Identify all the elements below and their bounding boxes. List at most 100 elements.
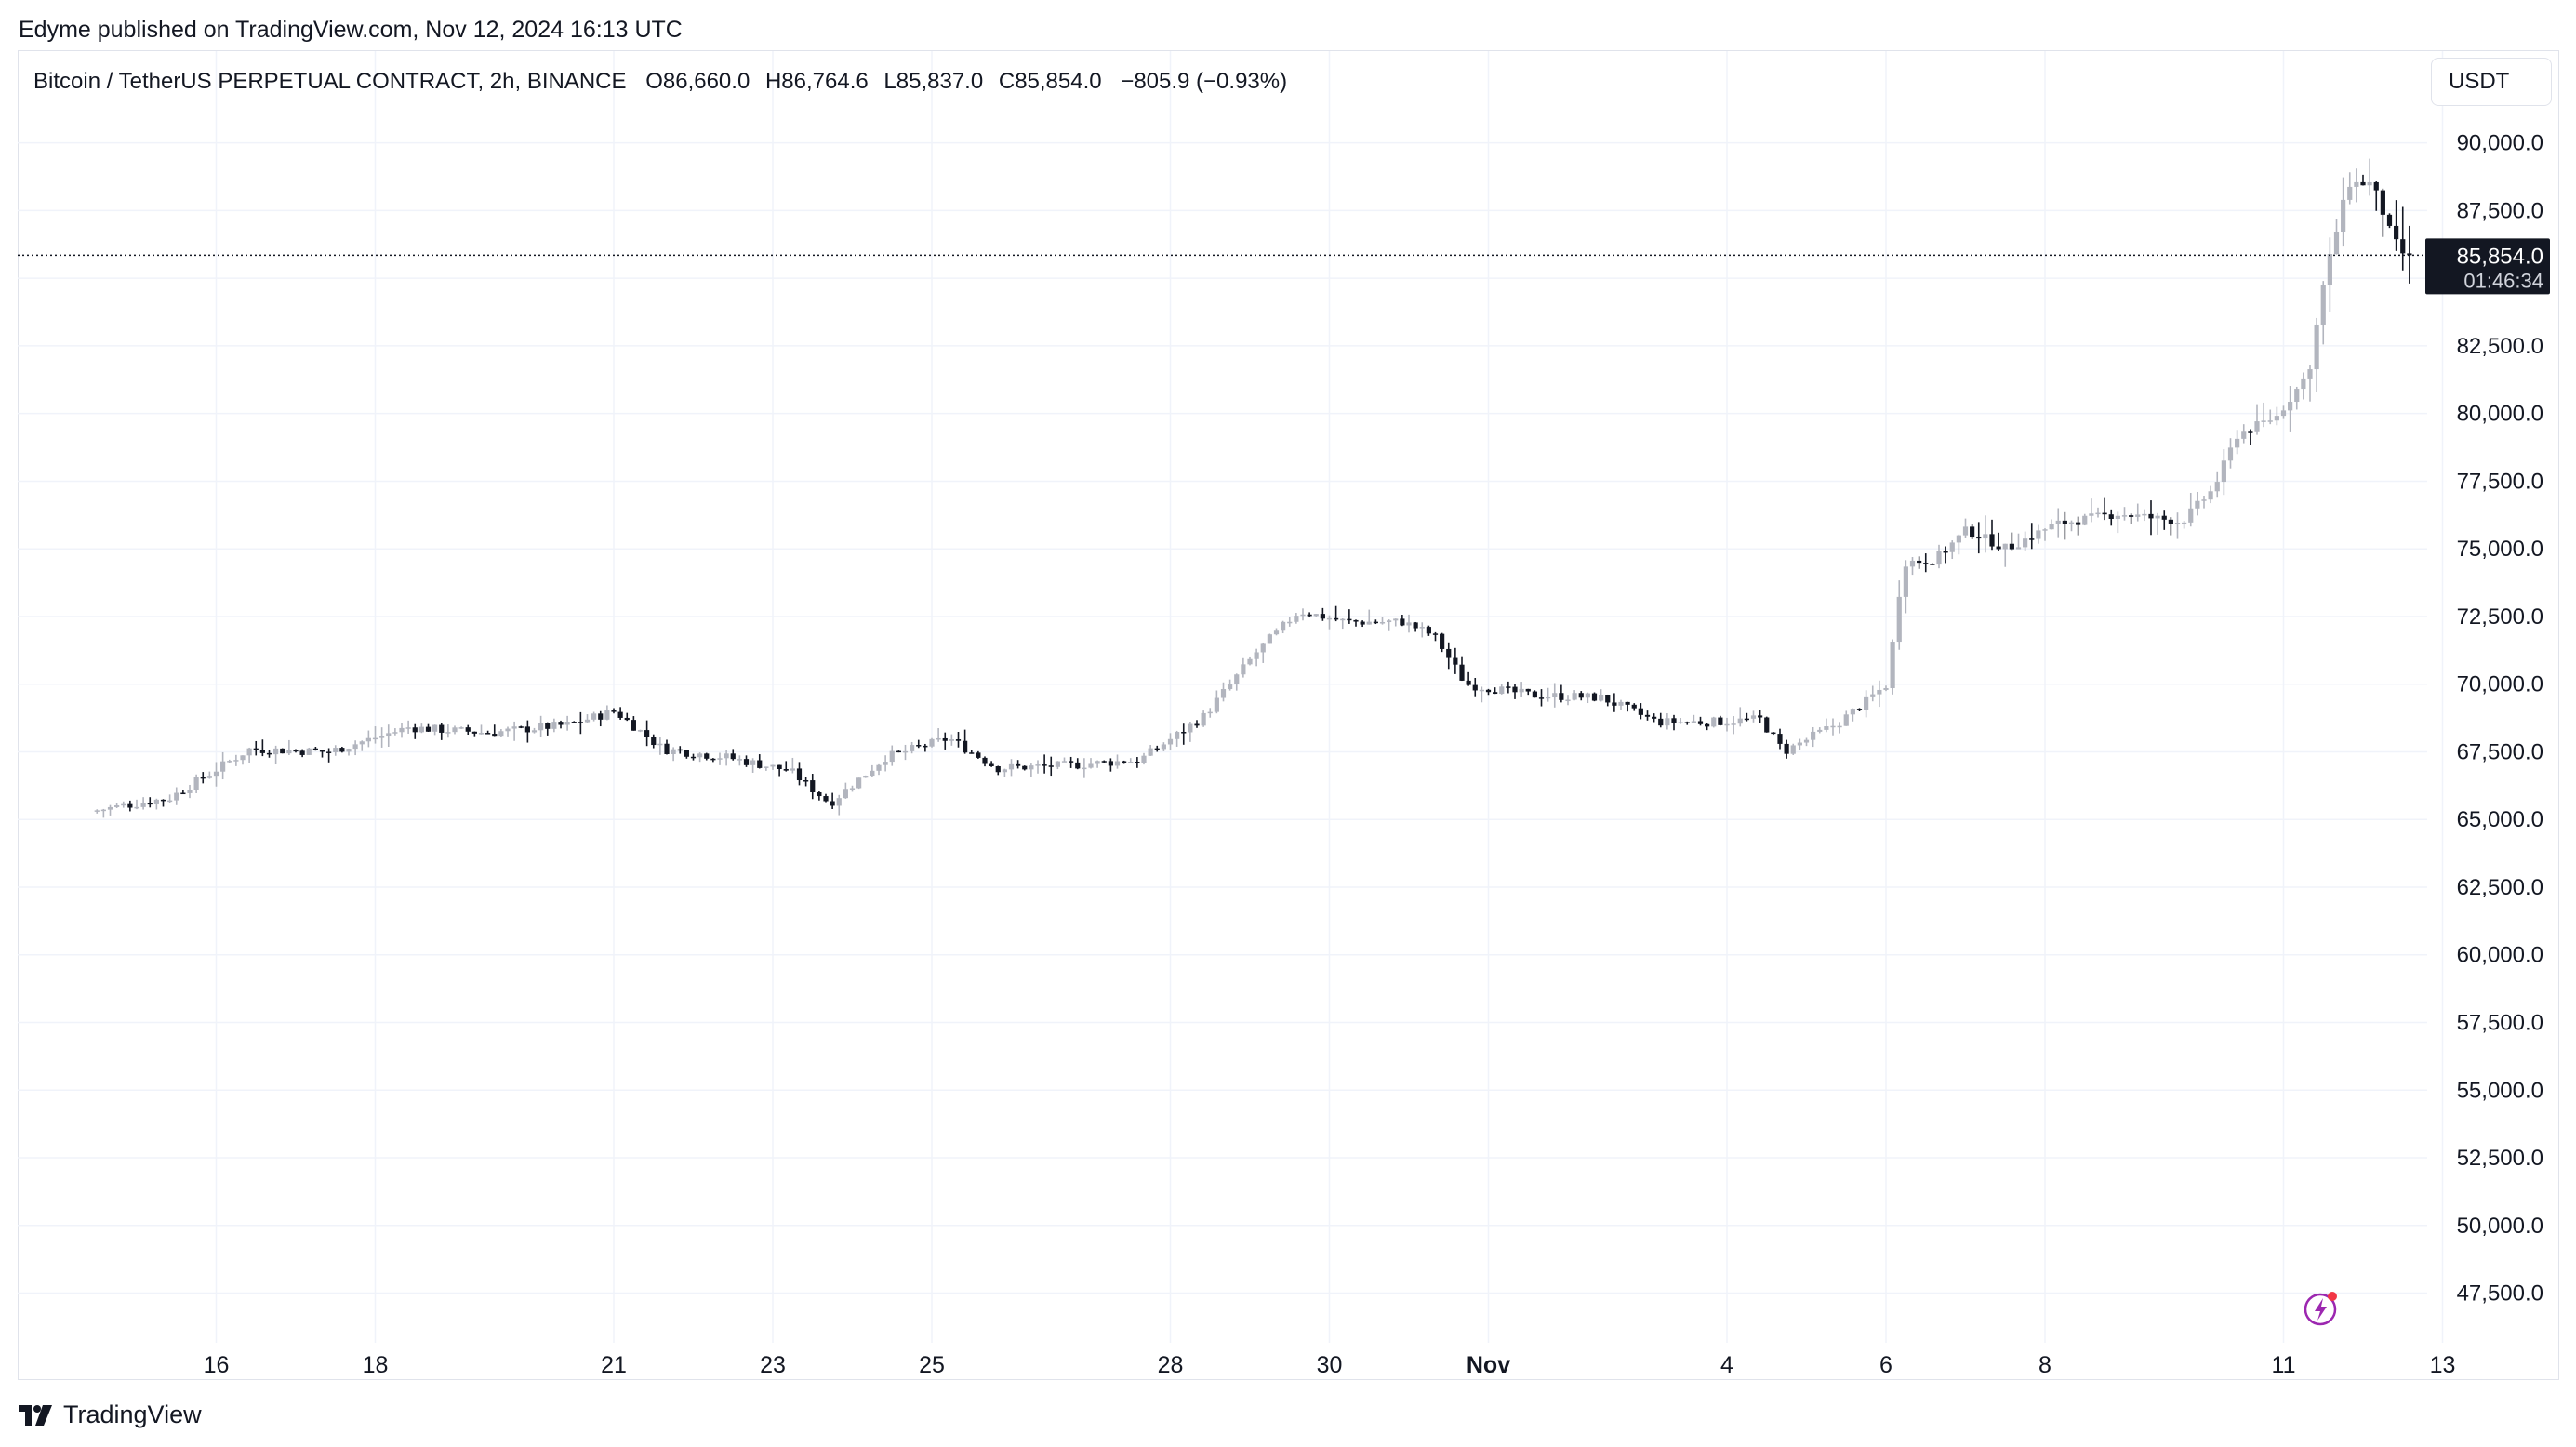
candle-body [2380,190,2385,215]
candle-body [1234,674,1240,684]
candle-body [346,749,352,752]
candle-body [777,764,782,769]
candle-body [134,806,139,809]
candle-body [1267,634,1272,644]
candle-body [2221,460,2226,483]
candle-body [2121,515,2128,517]
candle-body [1161,744,1166,750]
candle-body [458,727,464,729]
candle-body [2341,199,2346,232]
candle-body [1850,709,1855,715]
candle-body [1326,617,1333,620]
candle-body [1188,724,1193,733]
candle-body [889,750,895,763]
candle-body [2294,389,2300,403]
candle-body [280,748,285,754]
candle-body [1546,697,1551,699]
y-tick-label: 47,500.0 [2457,1281,2543,1307]
candle-body [923,745,928,748]
candle-body [883,762,888,765]
candle-body [657,743,663,746]
candle-body [578,722,583,724]
candle-body [671,749,676,755]
candle-body [2280,410,2287,417]
symbol-title[interactable]: Bitcoin / TetherUS PERPETUAL CONTRACT, 2… [33,69,627,94]
candle-body [1565,699,1571,702]
candle-body [1552,693,1558,697]
candle-body [1764,717,1770,733]
candle-body [1930,564,1935,565]
candle-body [1970,526,1975,538]
candle-body [976,752,981,758]
x-tick-label: Nov [1467,1352,1510,1378]
candle-body [352,744,358,750]
tradingview-logo[interactable]: TradingView [19,1401,202,1429]
y-tick-label: 65,000.0 [2457,807,2543,832]
candle-body [1281,621,1286,631]
candle-body [1599,695,1604,701]
candle-body [187,790,193,793]
candle-body [2089,513,2094,516]
candle-body [1532,691,1537,698]
x-tick-label: 30 [1317,1352,1343,1378]
candle-body [2049,524,2054,530]
candle-body [817,791,822,797]
candle-body [664,743,670,755]
candle-body [326,751,332,753]
candle-body [2042,529,2048,531]
candle-body [836,798,842,806]
price-change: −805.9 (−0.93%) [1121,69,1288,94]
x-tick-label: 25 [919,1352,945,1378]
candle-body [1313,614,1319,617]
candle-body [1440,633,1445,649]
candle-body [240,755,246,761]
candle-body [2195,500,2200,509]
candle-body [2347,186,2353,200]
candle-body [982,757,988,764]
candle-body [478,733,485,735]
candle-body [1413,622,1418,629]
candle-body [2009,543,2014,550]
candle-body [2254,421,2260,432]
candle-body [167,800,173,803]
candle-body [498,731,504,737]
candle-body [1638,708,1643,715]
candle-body [492,734,498,737]
candle-body [1453,657,1458,665]
candle-body [1506,686,1511,688]
candle-body [1983,534,1988,539]
candle-body [359,741,365,745]
candle-body [227,761,232,763]
candle-body [1923,563,1929,564]
ohlc-close: C85,854.0 [998,69,1102,94]
candle-body [591,713,597,720]
candle-body [684,750,689,757]
candle-body [293,750,299,752]
candle-body [989,763,994,767]
candle-body [902,750,909,753]
candle-body [1903,566,1908,597]
candle-body [1684,722,1690,724]
candle-body [803,780,809,782]
candle-body [1658,718,1664,726]
candle-body [849,788,856,790]
candle-body [2301,378,2306,390]
candle-body [1625,701,1630,705]
candle-body [1214,697,1219,712]
candle-body [1771,732,1776,735]
candle-body [2320,285,2326,325]
candle-body [969,752,975,754]
candle-body [531,730,538,733]
candle-body [471,731,477,734]
candle-body [1366,621,1372,625]
currency-button[interactable]: USDT [2431,58,2552,106]
lightning-icon[interactable] [2304,1289,2341,1326]
candle-body [1962,526,1969,536]
candle-body [365,737,371,742]
candle-body [114,805,120,807]
candle-body [796,768,803,781]
candle-body [425,726,432,732]
candle-body [1811,731,1816,740]
chart-frame[interactable] [18,50,2559,1380]
